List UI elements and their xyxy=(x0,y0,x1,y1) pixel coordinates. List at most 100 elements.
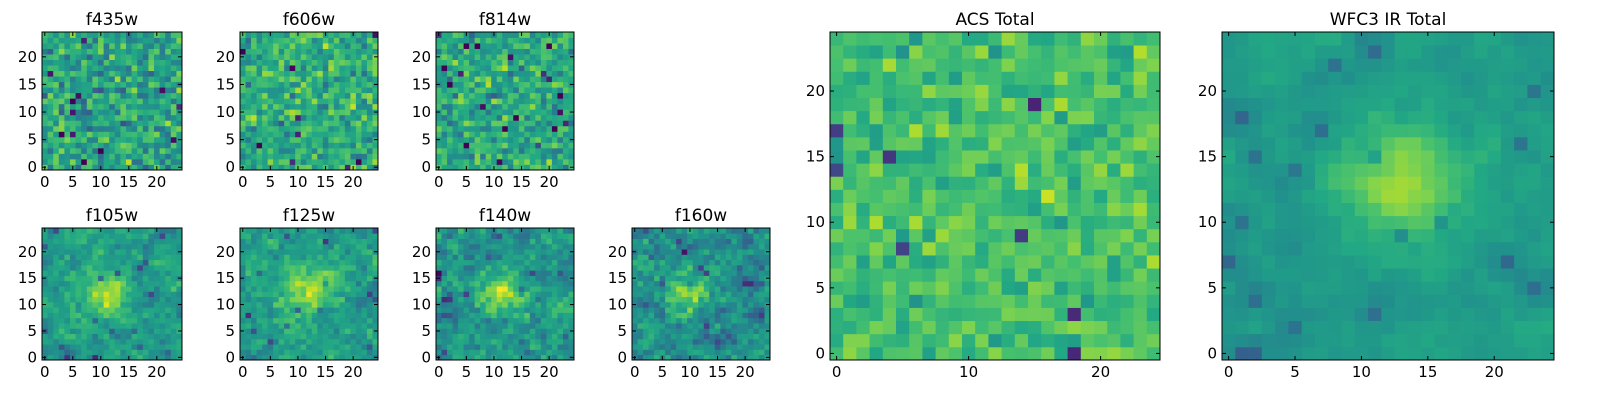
heatmap-cell xyxy=(300,43,307,49)
heatmap-cell xyxy=(896,176,910,190)
heatmap-cell xyxy=(535,349,542,356)
heatmap-cell xyxy=(709,333,716,340)
heatmap-cell xyxy=(562,65,569,72)
heatmap-cell xyxy=(507,125,514,132)
heatmap-cell xyxy=(322,301,329,308)
heatmap-cell xyxy=(70,158,76,165)
heatmap-cell xyxy=(355,103,362,110)
heatmap-cell xyxy=(53,54,60,60)
heatmap-cell xyxy=(643,338,649,345)
heatmap-cell xyxy=(240,98,246,105)
heatmap-cell xyxy=(339,131,346,138)
heatmap-cell xyxy=(333,37,340,44)
heatmap-cell xyxy=(159,233,166,239)
heatmap-cell xyxy=(322,54,329,60)
heatmap-cell xyxy=(540,264,547,271)
heatmap-cell xyxy=(372,142,379,149)
heatmap-cell xyxy=(256,120,263,127)
heatmap-cell xyxy=(518,312,525,319)
heatmap-cell xyxy=(154,114,160,121)
heatmap-cell xyxy=(289,338,296,345)
heatmap-cell xyxy=(47,153,54,160)
heatmap-cell xyxy=(480,296,487,303)
heatmap-cell xyxy=(458,254,464,261)
heatmap-cell xyxy=(70,333,76,340)
heatmap-cell xyxy=(869,320,884,335)
heatmap-cell xyxy=(47,349,54,356)
heatmap-cell xyxy=(1001,228,1016,243)
heatmap-cell xyxy=(70,147,76,154)
heatmap-cell xyxy=(317,142,324,149)
heatmap-cell xyxy=(75,114,82,121)
heatmap-cell xyxy=(518,296,525,303)
heatmap-cell xyxy=(485,254,492,261)
heatmap-cell xyxy=(245,286,252,292)
heatmap-cell xyxy=(725,228,732,234)
heatmap-cell xyxy=(245,323,252,329)
x-tick-label: 0 xyxy=(40,363,50,381)
heatmap-cell xyxy=(251,87,257,94)
heatmap-cell xyxy=(507,270,514,276)
heatmap-cell xyxy=(540,301,547,308)
heatmap-cell xyxy=(758,275,765,282)
heatmap-cell xyxy=(142,120,149,127)
heatmap-cell xyxy=(170,296,177,303)
heatmap-cell xyxy=(137,142,144,149)
heatmap-cell xyxy=(58,280,65,287)
heatmap-cell xyxy=(496,164,503,171)
heatmap-cell xyxy=(458,296,464,303)
heatmap-cell xyxy=(764,280,771,287)
heatmap-cell xyxy=(830,333,844,348)
heatmap-cell xyxy=(681,349,688,356)
heatmap-cell xyxy=(333,142,340,149)
heatmap-cell xyxy=(284,275,291,282)
heatmap-cell xyxy=(452,92,459,99)
heatmap-cell xyxy=(753,301,760,308)
heatmap-cell xyxy=(328,109,335,116)
heatmap-cell xyxy=(366,275,373,282)
heatmap-cell xyxy=(709,307,716,313)
heatmap-cell xyxy=(256,103,263,110)
heatmap-cell xyxy=(731,275,738,282)
heatmap-cell xyxy=(546,81,553,88)
heatmap-cell xyxy=(1067,333,1082,348)
heatmap-cell xyxy=(148,243,155,250)
heatmap-cell xyxy=(474,259,481,266)
heatmap-cell xyxy=(98,158,104,165)
heatmap-cell xyxy=(447,270,453,276)
heatmap-cell xyxy=(92,259,99,266)
heatmap-cell xyxy=(747,349,754,356)
heatmap-cell xyxy=(709,349,716,356)
heatmap-cell xyxy=(103,243,110,250)
heatmap-cell xyxy=(546,233,553,239)
heatmap-cell xyxy=(251,81,257,88)
heatmap-cell xyxy=(659,275,666,282)
heatmap-cell xyxy=(975,189,989,203)
heatmap-cell xyxy=(736,301,743,308)
heatmap-cell xyxy=(535,249,542,255)
heatmap-cell xyxy=(714,243,721,250)
heatmap-cell xyxy=(361,37,368,44)
heatmap-cell xyxy=(665,238,672,245)
heatmap-cell xyxy=(654,238,660,245)
heatmap-cell xyxy=(81,87,88,94)
heatmap-cell xyxy=(317,243,324,250)
heatmap-cell xyxy=(681,233,688,239)
heatmap-cell xyxy=(1133,176,1148,190)
heatmap-cell xyxy=(909,150,923,164)
heatmap-cell xyxy=(361,296,368,303)
heatmap-cell xyxy=(120,70,127,77)
heatmap-cell xyxy=(1054,189,1068,203)
heatmap-cell xyxy=(469,125,476,132)
heatmap-cell xyxy=(458,264,464,271)
heatmap-cell xyxy=(355,249,362,255)
heatmap-cell xyxy=(267,81,274,88)
heatmap-cell xyxy=(725,280,732,287)
heatmap-cell xyxy=(159,92,166,99)
heatmap-cell xyxy=(92,48,99,55)
heatmap-cell xyxy=(1133,202,1148,217)
heatmap-cell xyxy=(120,328,127,334)
heatmap-cell xyxy=(262,243,268,250)
heatmap-cell xyxy=(262,349,268,356)
heatmap-cell xyxy=(245,270,252,276)
